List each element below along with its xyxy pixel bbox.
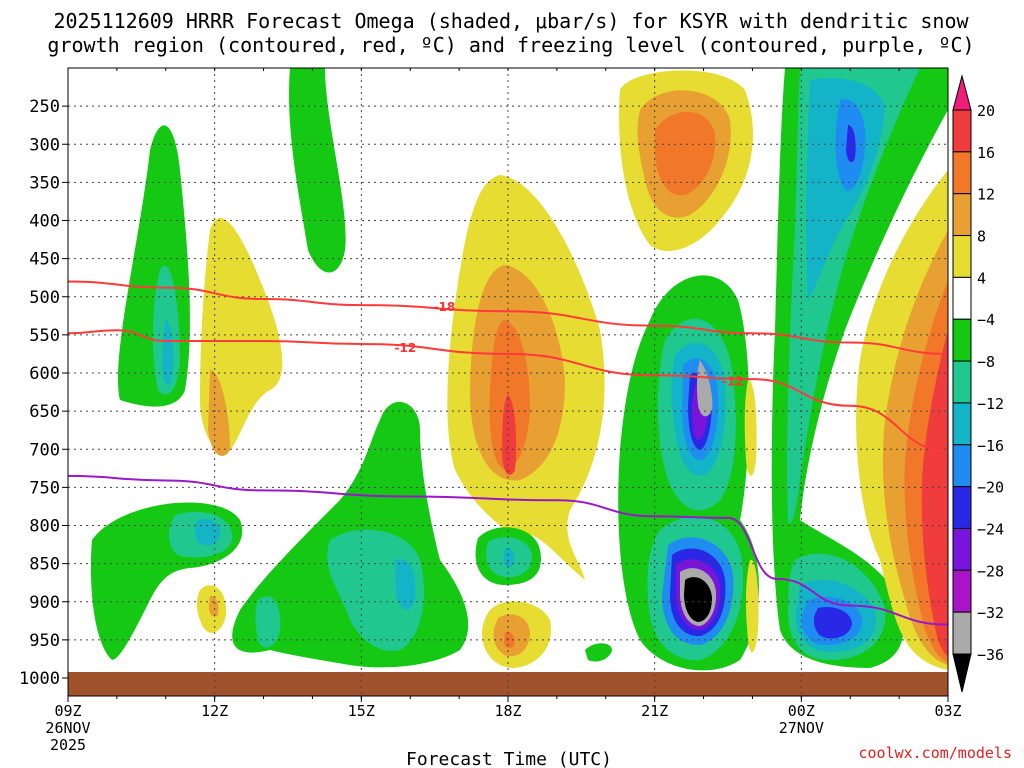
omega-region xyxy=(684,577,712,622)
colorbar-swatch xyxy=(952,318,972,362)
omega-region xyxy=(744,379,757,476)
x-tick-label: 15Z xyxy=(348,702,375,720)
omega-region xyxy=(162,320,174,385)
contour-labels: -18 -12 -12 xyxy=(394,300,743,389)
x-tick-label: 21Z xyxy=(641,702,668,720)
omega-region xyxy=(503,547,515,568)
y-tick-label: 450 xyxy=(29,250,60,270)
y-tick-label: 700 xyxy=(29,440,60,460)
y-tick-label: 650 xyxy=(29,402,60,422)
omega-region xyxy=(585,643,612,662)
omega-region xyxy=(655,111,716,196)
y-tick-label: 750 xyxy=(29,478,60,498)
colorbar-swatch xyxy=(952,360,972,404)
colorbar-swatch xyxy=(952,109,972,153)
y-tick-label: 600 xyxy=(29,364,60,384)
colorbar-label: −32 xyxy=(977,604,1004,622)
omega-region xyxy=(696,360,713,417)
colorbar-swatch xyxy=(952,527,972,571)
y-tick-label: 400 xyxy=(29,212,60,232)
y-tick-label: 800 xyxy=(29,517,60,537)
y-tick-label: 300 xyxy=(29,135,60,155)
colorbar-label: −28 xyxy=(977,562,1004,580)
omega-region xyxy=(255,596,281,648)
dgz-contour-label: -18 xyxy=(434,300,456,314)
colorbar-swatch xyxy=(952,402,972,446)
x-tick-label: 00Z xyxy=(788,702,815,720)
dgz-contour-label: -12 xyxy=(722,375,744,389)
colorbar-label: −20 xyxy=(977,479,1004,497)
colorbar-label: 16 xyxy=(977,144,995,162)
y-tick-label: 900 xyxy=(29,593,60,613)
colorbar-label: 4 xyxy=(977,269,986,287)
colorbar-top-arrow xyxy=(952,74,972,111)
x-tick-label: 03Z xyxy=(934,702,961,720)
x-axis-label: Forecast Time (UTC) xyxy=(406,749,612,768)
omega-region xyxy=(846,125,856,163)
freezing-level-line xyxy=(68,474,948,626)
x-tick-label: 12Z xyxy=(201,702,228,720)
y-tick-label: 550 xyxy=(29,326,60,346)
omega-region xyxy=(504,631,515,649)
colorbar-label: −4 xyxy=(977,311,995,329)
x-tick-date: 27NOV xyxy=(779,719,824,737)
omega-region xyxy=(395,559,416,610)
y-tick-label: 850 xyxy=(29,555,60,575)
x-tick-year: 2025 xyxy=(50,736,86,754)
y-tick-label: 950 xyxy=(29,631,60,651)
omega-region xyxy=(745,559,759,653)
colorbar-label: 8 xyxy=(977,228,986,246)
colorbar-label: −24 xyxy=(977,521,1004,539)
colorbar-swatch xyxy=(952,235,972,278)
colorbar-label: −8 xyxy=(977,353,995,371)
omega-region xyxy=(208,370,230,456)
dgz-contour-line xyxy=(68,329,948,452)
colorbar-label: −16 xyxy=(977,437,1004,455)
chart-title-line1: 2025112609 HRRR Forecast Omega (shaded, … xyxy=(53,9,969,33)
omega-region xyxy=(921,330,948,656)
omega-region xyxy=(289,68,346,273)
contours xyxy=(68,280,948,626)
y-axis: 250 300 350 400 450 500 550 600 650 700 750 800 850 9… xyxy=(19,97,68,689)
colorbar-label: 12 xyxy=(977,186,995,204)
y-tick-label: 500 xyxy=(29,288,60,308)
credit-text: coolwx.com/models xyxy=(858,744,1012,762)
colorbar-swatch xyxy=(952,486,972,529)
omega-region xyxy=(489,320,530,470)
y-tick-label: 250 xyxy=(29,97,60,117)
omega-region xyxy=(208,595,219,617)
dgz-contour-line xyxy=(68,280,948,355)
x-tick-date: 26NOV xyxy=(45,719,90,737)
chart-title-line2: growth region (contoured, red, ºC) and f… xyxy=(47,33,974,57)
omega-region xyxy=(813,606,852,639)
x-tick-label: 18Z xyxy=(494,702,521,720)
colorbar-swatch xyxy=(952,569,972,613)
dgz-contour-label: -12 xyxy=(394,341,416,355)
colorbar-bottom-arrow xyxy=(952,653,972,693)
colorbar-label: −36 xyxy=(977,646,1004,664)
colorbar-swatch xyxy=(952,193,972,237)
colorbar-swatch xyxy=(952,276,972,320)
colorbar-swatch xyxy=(952,444,972,488)
y-tick-label: 350 xyxy=(29,173,60,193)
omega-region xyxy=(502,395,517,475)
colorbar-label: 20 xyxy=(977,102,995,120)
colorbar: 20 16 12 8 4 −4 −8 −12 −16 −20 −24 −28 −32 −36 xyxy=(952,74,1004,693)
y-tick-label: 1000 xyxy=(19,669,60,689)
colorbar-swatch xyxy=(952,611,972,655)
colorbar-label: −12 xyxy=(977,395,1004,413)
x-tick-label: 09Z xyxy=(54,702,81,720)
colorbar-swatch xyxy=(952,151,972,195)
